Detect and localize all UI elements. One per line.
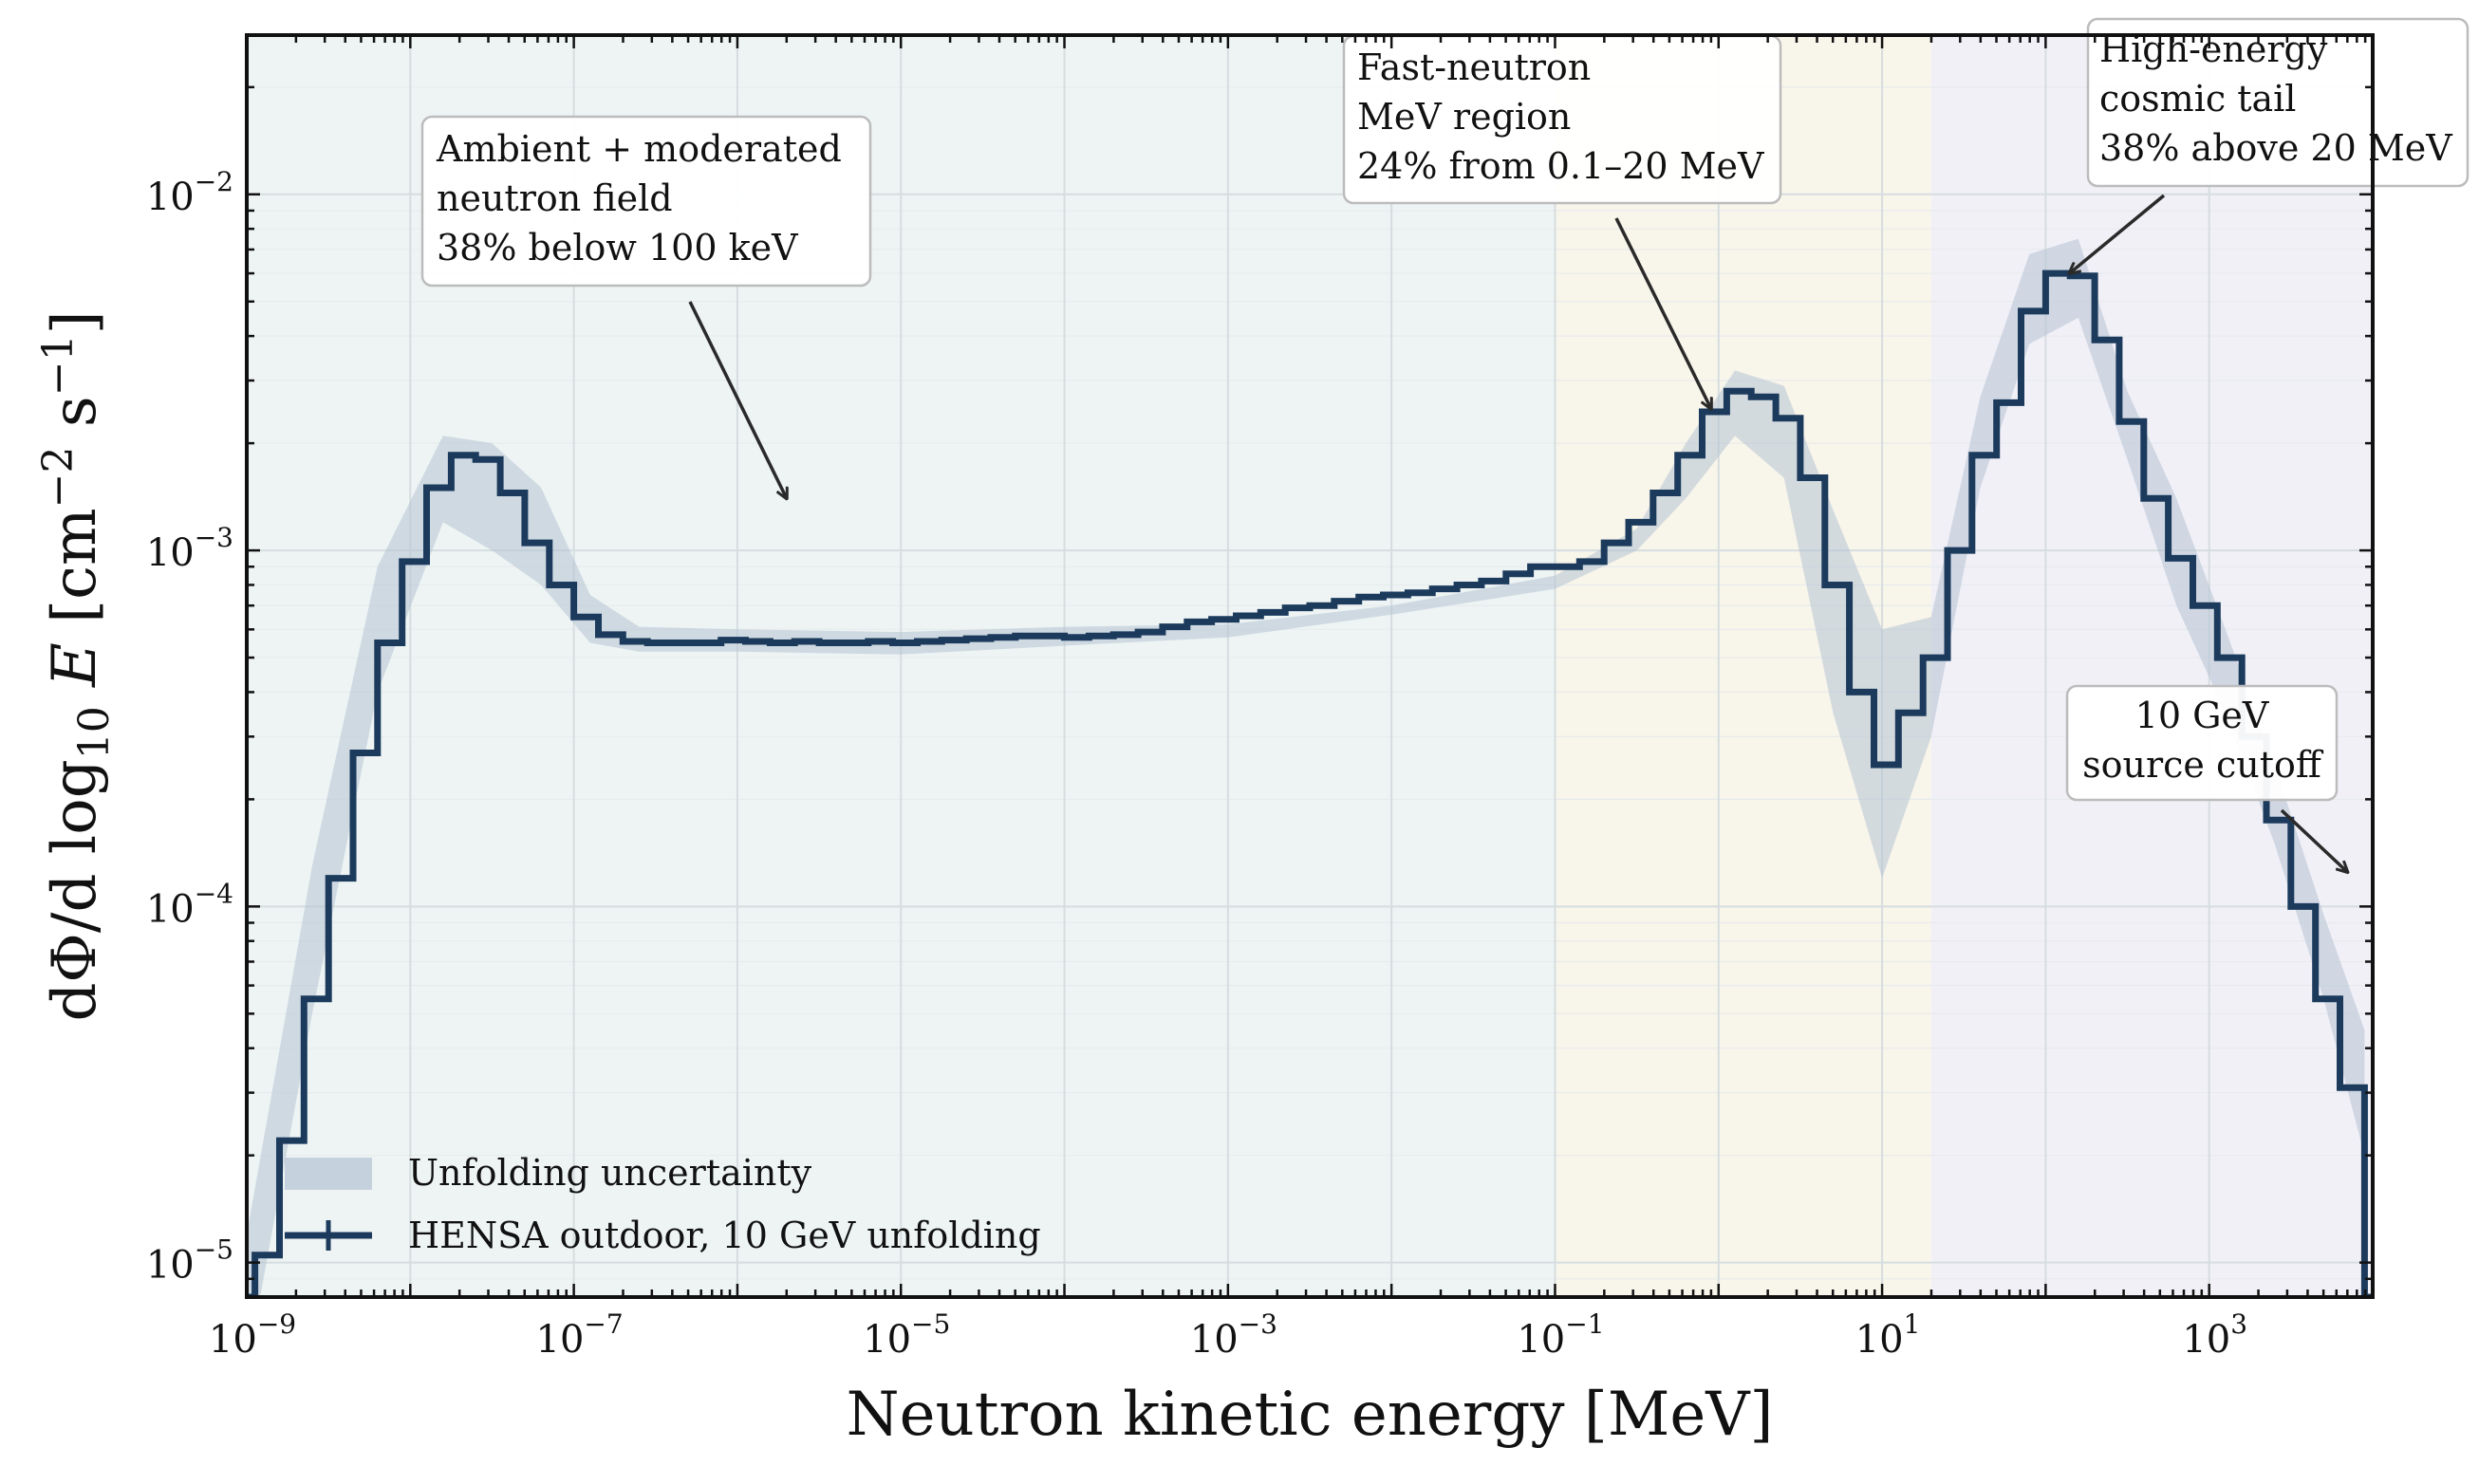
annotation-arrow	[688, 301, 787, 498]
plot-frame	[245, 33, 2375, 1299]
tick-label-exponent: −2	[195, 166, 233, 197]
annotation-arrow	[2280, 808, 2347, 872]
y-tick-label: 10−5	[146, 1234, 233, 1288]
annotation-line: 24% from 0.1–20 MeV	[1357, 145, 1764, 187]
x-tick-label: 10−1	[1517, 1308, 1604, 1362]
spectrum-series-layer	[247, 269, 2373, 1297]
tick-label-base: 10	[863, 1318, 911, 1362]
annotation-box	[420, 115, 872, 288]
grid-lines	[247, 35, 2373, 1297]
tick-label-exponent: −5	[195, 1234, 233, 1266]
annotation-arrow	[1614, 217, 1711, 409]
tick-label-exponent: −9	[257, 1308, 296, 1340]
y-tick-label: 10−2	[146, 166, 233, 219]
tick-label-base: 10	[536, 1318, 585, 1362]
ylabel-units-seconds: s	[40, 396, 110, 446]
x-tick-label: 103	[2182, 1308, 2247, 1362]
tick-label-base: 10	[1190, 1318, 1239, 1362]
x-tick-label: 101	[1855, 1308, 1921, 1362]
tick-label-base: 10	[146, 176, 195, 219]
tick-label-base: 10	[1517, 1318, 1565, 1362]
tick-label-base: 10	[2182, 1318, 2230, 1362]
tick-label-exponent: −5	[911, 1308, 950, 1340]
annotation-1: Fast-neutron MeV region 24% from 0.1–20 Me…	[1342, 34, 1782, 409]
annotation-arrow	[2070, 194, 2166, 273]
ylabel-variable: E	[40, 642, 110, 706]
y-tick-label: 10−3	[146, 522, 233, 575]
ylabel-prefix: dΦ/d log	[40, 759, 110, 1021]
ylabel-bracket: ]	[40, 310, 110, 334]
annotation-line: Ambient + moderated	[436, 128, 842, 170]
tick-label-base: 10	[146, 531, 195, 575]
annotation-line: Fast-neutron	[1357, 46, 1591, 88]
tick-label-base: 10	[146, 887, 195, 931]
legend: Unfolding uncertainty HENSA outdoor, 10 G…	[285, 1152, 1041, 1256]
x-tick-label: 10−7	[536, 1308, 624, 1362]
tick-label-exponent: −3	[1239, 1308, 1277, 1340]
tick-label-exponent: −7	[584, 1308, 623, 1340]
tick-label-base: 10	[209, 1318, 257, 1362]
tick-label-base: 10	[146, 1244, 195, 1288]
x-tick-label: 10−9	[209, 1308, 296, 1362]
y-axis-title: dΦ/d log10 E [cm−2 s−1]	[34, 310, 119, 1021]
annotation-0: Ambient + moderated neutron field 38% belo…	[420, 115, 872, 498]
annotation-line: neutron field	[437, 177, 673, 219]
y-tick-label: 10−4	[146, 878, 233, 931]
spectrum-step-line	[247, 269, 2373, 1297]
ylabel-subscript: 10	[70, 706, 119, 759]
tick-label-exponent: 3	[2230, 1308, 2247, 1340]
legend-band-swatch	[285, 1158, 372, 1190]
tick-label-exponent: −3	[195, 522, 233, 553]
annotation-line: MeV region	[1357, 96, 1571, 138]
ylabel-exponent: −1	[34, 334, 83, 396]
axis-ticks: 10−9 10−7 10−5 10−3 10−1 101 10310−510−410−310…	[146, 35, 2375, 1362]
x-tick-label: 10−5	[863, 1308, 950, 1362]
annotation-3: 10 GeV source cutoff	[2065, 684, 2347, 872]
annotations: Ambient + moderated neutron field 38% belo…	[420, 17, 2470, 872]
ylabel-exponent: −2	[34, 446, 83, 508]
annotation-line: 38% above 20 MeV	[2099, 127, 2452, 169]
annotation-line: 38% below 100 keV	[437, 227, 798, 269]
annotation-box	[2065, 684, 2339, 802]
tick-label-exponent: −4	[195, 878, 233, 909]
legend-label: HENSA outdoor, 10 GeV unfolding	[408, 1215, 1041, 1256]
ylabel-units: [cm	[40, 508, 110, 642]
tick-label-exponent: −1	[1565, 1308, 1604, 1340]
annotation-line: cosmic tail	[2099, 78, 2296, 120]
annotation-line: source cutoff	[2082, 744, 2324, 786]
x-axis-title: Neutron kinetic energy [MeV]	[847, 1380, 1774, 1450]
energy-region-2	[1930, 35, 2373, 1297]
annotation-line: 10 GeV	[2135, 695, 2269, 736]
x-tick-label: 10−3	[1190, 1308, 1277, 1362]
legend-label: Unfolding uncertainty	[408, 1152, 812, 1194]
tick-label-base: 10	[1855, 1318, 1904, 1362]
tick-label-exponent: 1	[1904, 1308, 1921, 1340]
